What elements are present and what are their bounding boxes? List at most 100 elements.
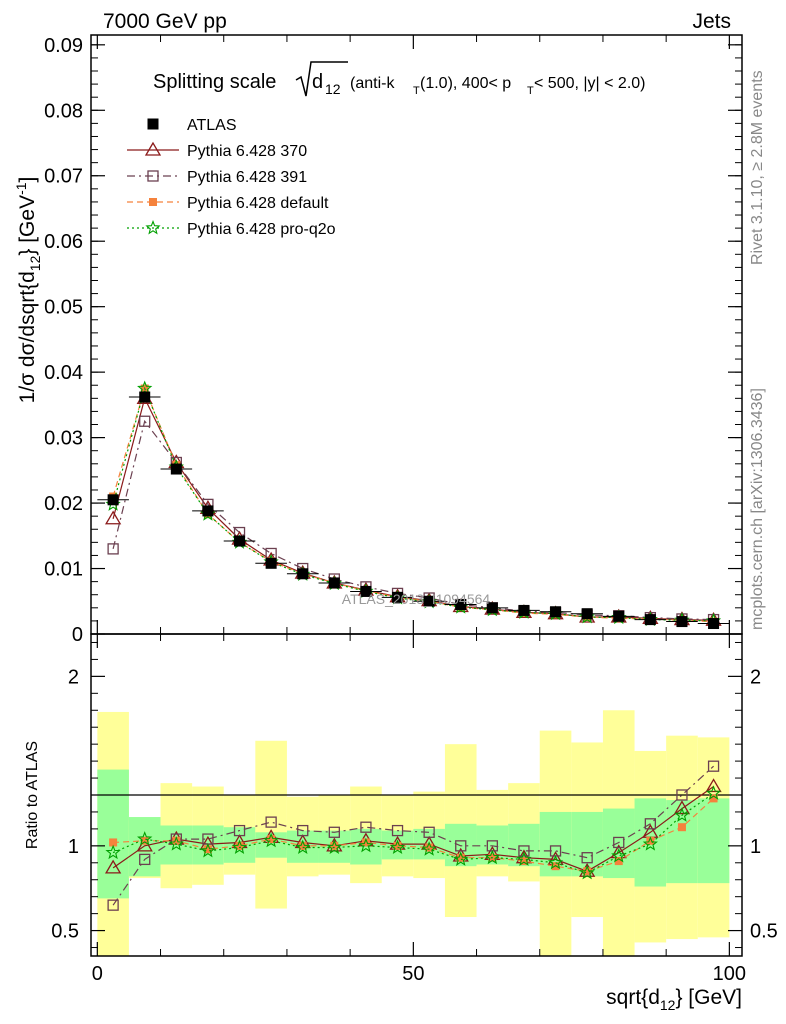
title-sub-t1: T: [413, 85, 420, 97]
title-sqrt-sub: 12: [325, 81, 341, 97]
svg-text:(1.0), 400< p: (1.0), 400< p: [420, 75, 511, 92]
title-sub-t2: T: [527, 85, 534, 97]
svg-text:d: d: [312, 71, 323, 93]
legend-marker-atlas: [147, 118, 159, 130]
main-point-atlas: [423, 595, 435, 607]
rivet-label: Rivet 3.1.10, ≥ 2.8M events: [749, 70, 766, 265]
main-point-atlas: [708, 618, 720, 630]
main-point-pq2o: [137, 380, 153, 396]
ratio-point-p391: [644, 818, 657, 830]
ratio-point-pdefault: [203, 845, 212, 854]
ratio-point-pq2o: [200, 842, 216, 858]
ratio-point-pdefault: [172, 836, 181, 845]
main-point-atlas: [202, 505, 214, 517]
ratio-ytick-label: 1: [68, 836, 79, 858]
ratio-line-pq2o: [112, 792, 714, 874]
svg-text:Splitting scale: Splitting scale: [153, 71, 276, 93]
ratio-point-p391: [233, 824, 246, 837]
ratio-point-pq2o: [295, 839, 311, 855]
main-point-p391: [139, 415, 151, 427]
ratio-point-pq2o: [421, 841, 437, 856]
ratio-point-pq2o: [453, 851, 469, 866]
ratio-point-pq2o: [231, 839, 248, 855]
band-inner: [666, 800, 698, 884]
main-point-atlas: [613, 610, 625, 622]
main-ytick-label: 0.08: [44, 100, 83, 122]
main-axes: 0 0.01 0.02 0.03 0.04 0.05 0.06 0.07 0.08 0.09: [44, 35, 742, 646]
ratio-point-pdefault: [583, 867, 592, 876]
title-prefix: Splitting scale: [153, 71, 276, 93]
x-axis-label: sqrt{d12} [GeV]: [606, 986, 742, 1013]
xtick-label: 0: [92, 963, 103, 985]
ratio-point-p391: [581, 852, 593, 864]
legend-marker-p370: [144, 141, 162, 156]
main-point-atlas: [392, 591, 404, 603]
ratio-point-pq2o: [358, 837, 374, 853]
ratio-point-pq2o: [705, 785, 722, 800]
ratio-point-pq2o: [263, 832, 279, 848]
main-ytick-label: 0.01: [44, 559, 83, 581]
ratio-point-pq2o: [642, 836, 658, 851]
main-ytick-label: 0: [72, 624, 83, 646]
main-point-atlas: [297, 568, 309, 580]
ratio-point-pq2o: [579, 864, 595, 880]
title-rest-1: (anti-k: [350, 75, 395, 92]
ratio-point-p391: [107, 899, 119, 911]
svg-text:< 500, |y| < 2.0): < 500, |y| < 2.0): [534, 75, 646, 92]
svg-text:(anti-k: (anti-k: [350, 75, 395, 92]
svg-text:T: T: [527, 85, 534, 97]
ratio-point-p391: [613, 836, 625, 849]
title-sqrt-arg: d: [312, 71, 323, 93]
main-ytick-label: 0.03: [44, 428, 83, 450]
ratio-point-p391: [676, 789, 688, 801]
header-left: 7000 GeV pp: [103, 10, 227, 33]
main-ytick-label: 0.04: [44, 362, 83, 384]
ratio-point-pq2o: [516, 851, 532, 866]
main-point-p391: [107, 543, 119, 555]
ratio-point-pdefault: [456, 853, 465, 862]
ratio-point-p370: [104, 859, 122, 874]
ratio-point-p391: [265, 816, 277, 828]
ratio-point-p391: [360, 821, 372, 833]
band-inner: [128, 817, 161, 877]
ratio-axes: 0.5 0.5 1 1 2 2 0 50 100: [51, 634, 778, 985]
ratio-point-p370: [705, 778, 722, 793]
main-point-atlas: [644, 614, 656, 626]
main-point-atlas: [455, 599, 467, 611]
ratio-point-pdefault: [646, 836, 655, 845]
ratio-point-pq2o: [674, 807, 690, 822]
main-point-atlas: [234, 535, 246, 547]
main-ytick-label: 0.06: [44, 231, 83, 253]
legend-label-atlas: ATLAS: [187, 117, 237, 134]
sqrt-sign: [295, 61, 348, 97]
ratio-point-p391: [297, 824, 309, 837]
band-inner: [697, 798, 730, 884]
main-point-atlas: [265, 557, 277, 569]
main-series-group: [97, 380, 730, 630]
main-point-atlas: [486, 602, 498, 614]
ratio-point-pq2o: [484, 849, 500, 865]
band-inner: [97, 769, 129, 899]
ratio-bands: [97, 710, 730, 956]
ratio-point-pdefault: [393, 841, 402, 850]
main-point-atlas: [360, 585, 372, 597]
main-point-atlas: [518, 604, 530, 616]
ratio-point-p391: [707, 760, 720, 772]
ratio-ylabel: Ratio to ATLAS: [24, 741, 41, 849]
ratio-point-pq2o: [389, 839, 406, 855]
legend-marker-pq2o: [145, 219, 161, 235]
svg-text:12: 12: [325, 81, 341, 97]
ratio-point-pq2o: [326, 839, 342, 855]
main-ytick-label: 0.09: [44, 35, 83, 57]
main-point-atlas: [581, 608, 593, 620]
xtick-label: 100: [713, 963, 746, 985]
ratio-point-pdefault: [425, 843, 434, 852]
plot-title: Splitting scale d 12 (anti-k T (1.0), 40…: [153, 61, 646, 97]
ratio-point-pdefault: [298, 841, 307, 850]
main-point-atlas: [107, 494, 119, 506]
ratio-point-pdefault: [614, 857, 623, 866]
legend-label-p370: Pythia 6.428 370: [187, 143, 307, 160]
ratio-point-p391: [455, 840, 467, 852]
main-ytick-label: 0.02: [44, 493, 83, 515]
